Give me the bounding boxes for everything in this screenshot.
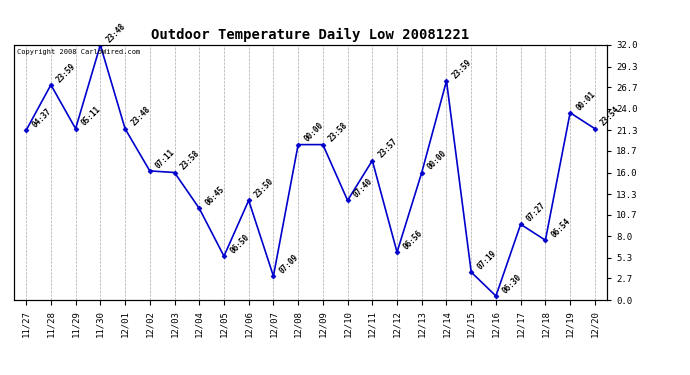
Text: 00:00: 00:00 [302, 121, 325, 144]
Text: 23:57: 23:57 [377, 137, 400, 160]
Text: 23:50: 23:50 [253, 177, 275, 200]
Text: 07:40: 07:40 [352, 177, 375, 200]
Text: 23:59: 23:59 [55, 62, 78, 84]
Text: 05:11: 05:11 [80, 105, 103, 128]
Text: 23:59: 23:59 [451, 57, 473, 80]
Text: 06:30: 06:30 [500, 273, 523, 295]
Text: 23:58: 23:58 [327, 121, 350, 144]
Text: 23:54: 23:54 [599, 105, 622, 128]
Text: 06:45: 06:45 [204, 185, 226, 208]
Text: 23:48: 23:48 [104, 21, 127, 44]
Text: 06:54: 06:54 [549, 217, 572, 240]
Text: 23:48: 23:48 [129, 105, 152, 128]
Text: 07:19: 07:19 [475, 249, 498, 272]
Text: Copyright 2008 CarloWired.com: Copyright 2008 CarloWired.com [17, 49, 140, 55]
Text: 23:58: 23:58 [179, 149, 201, 172]
Text: 07:11: 07:11 [154, 147, 177, 170]
Text: 04:37: 04:37 [30, 107, 53, 129]
Text: 06:50: 06:50 [228, 232, 251, 255]
Text: 07:09: 07:09 [277, 253, 300, 275]
Text: 07:27: 07:27 [525, 201, 548, 223]
Text: 00:00: 00:00 [426, 149, 449, 172]
Text: 06:56: 06:56 [401, 229, 424, 251]
Text: 00:01: 00:01 [574, 89, 597, 112]
Title: Outdoor Temperature Daily Low 20081221: Outdoor Temperature Daily Low 20081221 [151, 28, 470, 42]
